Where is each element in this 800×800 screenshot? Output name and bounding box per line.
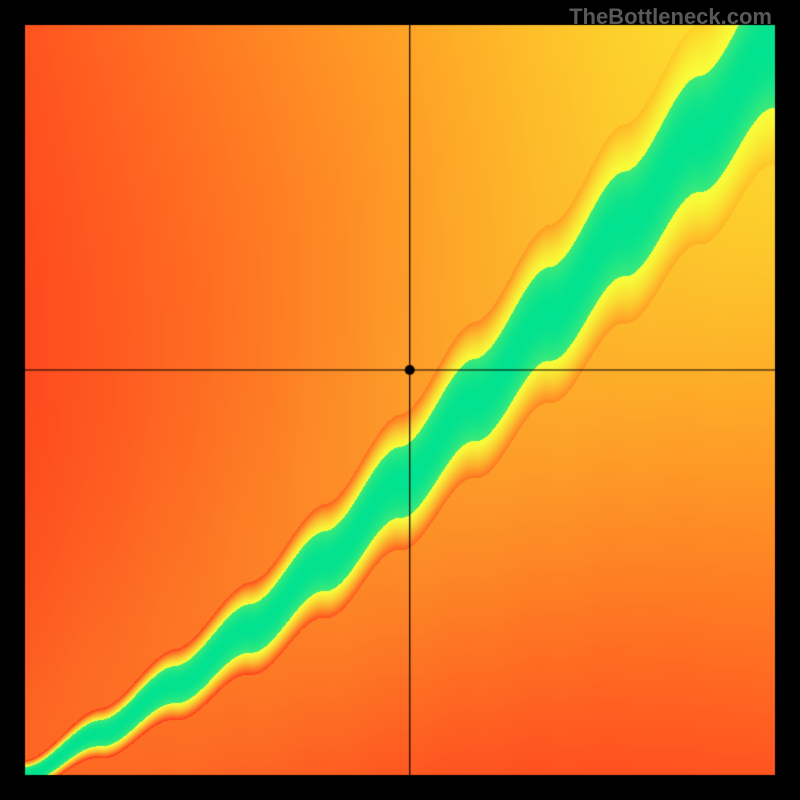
heatmap-canvas	[0, 0, 800, 800]
watermark-text: TheBottleneck.com	[569, 4, 772, 30]
chart-container: TheBottleneck.com	[0, 0, 800, 800]
